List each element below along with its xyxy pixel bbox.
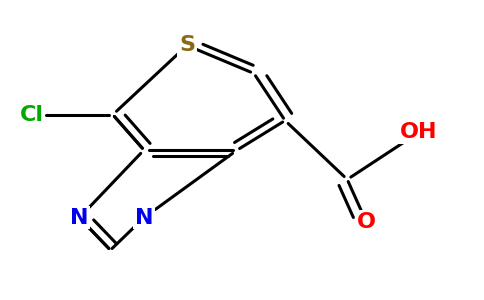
Text: N: N (70, 208, 89, 228)
Text: Cl: Cl (19, 105, 44, 125)
Text: OH: OH (400, 122, 438, 142)
Text: S: S (179, 35, 195, 56)
Text: N: N (135, 208, 153, 228)
Text: O: O (357, 212, 376, 232)
